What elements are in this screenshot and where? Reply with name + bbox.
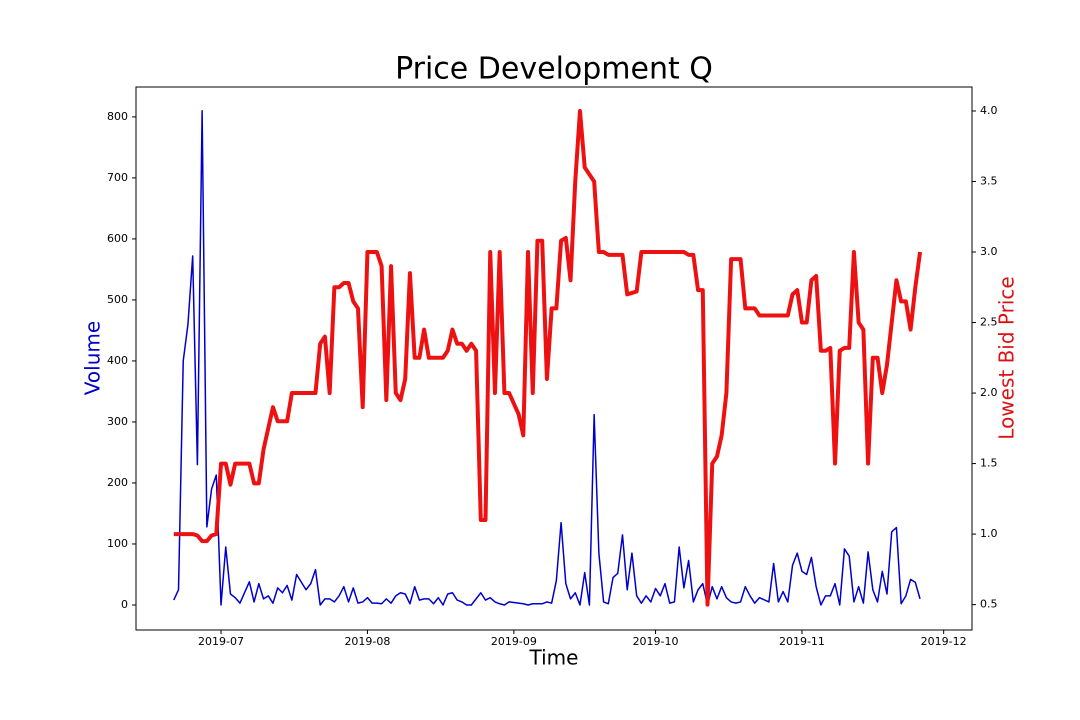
x-tick-label: 2019-08 — [344, 635, 390, 648]
x-tick-label: 2019-12 — [921, 635, 967, 648]
y-tick-label: 400 — [107, 354, 128, 367]
plot-frame — [135, 86, 973, 631]
x-tick-label: 2019-11 — [779, 635, 825, 648]
chart-title: Price Development Q — [395, 52, 713, 87]
y2-tick-label: 4.0 — [980, 104, 998, 117]
x-tick-label: 2019-09 — [491, 635, 537, 648]
y-tick-label: 700 — [107, 171, 128, 184]
y2-tick-label: 3.0 — [980, 245, 998, 258]
x-axis-label: Time — [529, 646, 579, 670]
y-tick-label: 600 — [107, 232, 128, 245]
y2-tick-label: 1.5 — [980, 457, 998, 470]
y-tick-label: 500 — [107, 293, 128, 306]
y-tick-label: 800 — [107, 110, 128, 123]
y2-tick-label: 3.5 — [980, 174, 998, 187]
y-tick-label: 100 — [107, 537, 128, 550]
series-line — [173, 110, 921, 606]
y-tick-label: 0 — [121, 598, 128, 611]
y-tick-label: 200 — [107, 476, 128, 489]
y2-tick-label: 0.5 — [980, 598, 998, 611]
y2-tick-label: 2.0 — [980, 386, 998, 399]
x-tick-label: 2019-07 — [198, 635, 244, 648]
series-line — [173, 108, 923, 607]
y-axis-label: Volume — [81, 321, 105, 395]
y2-tick-label: 2.5 — [980, 316, 998, 329]
y2-axis-label: Lowest Bid Price — [995, 276, 1019, 439]
x-tick-label: 2019-10 — [633, 635, 679, 648]
y-tick-label: 300 — [107, 415, 128, 428]
y2-tick-label: 1.0 — [980, 527, 998, 540]
